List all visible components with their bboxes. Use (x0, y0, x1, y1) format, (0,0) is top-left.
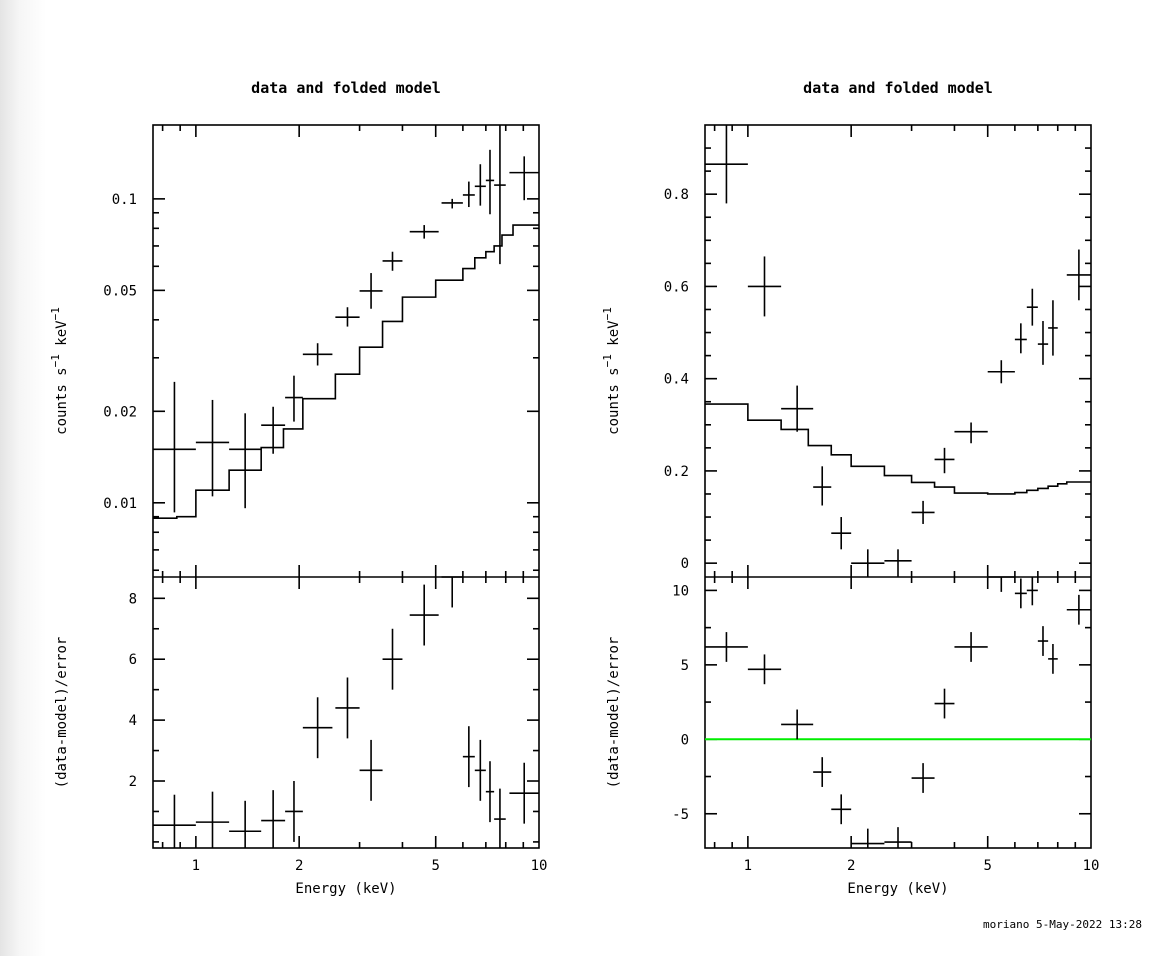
y-tick-label: 5 (681, 658, 689, 674)
y-axis-label-top: counts s−1 keV−1 (601, 307, 622, 435)
x-tick-label: 2 (847, 858, 855, 874)
chart-title: data and folded model (251, 79, 441, 97)
y-axis-label-bottom: (data-model)/error (606, 637, 622, 789)
y-tick-label: 2 (129, 774, 137, 790)
y-tick-label: 0.8 (664, 187, 689, 203)
x-tick-label: 5 (431, 858, 439, 874)
y-tick-label: 6 (129, 652, 137, 668)
y-tick-label: 0.1 (112, 192, 137, 208)
y-tick-label: 8 (129, 591, 137, 607)
y-axis-label-bottom: (data-model)/error (54, 637, 70, 789)
chart-left: data and folded model 1 2 5 10 Energy (keV) 0.… (49, 79, 547, 897)
y-axis-label-top: counts s−1 keV−1 (49, 307, 70, 435)
x-axis-label: Energy (keV) (847, 881, 948, 897)
footer-timestamp: moriano 5-May-2022 13:28 (983, 918, 1142, 931)
chart-title: data and folded model (803, 79, 993, 97)
plot-frame (152, 124, 540, 849)
y-tick-label: 4 (129, 713, 137, 729)
y-tick-label: 0.6 (664, 279, 689, 295)
x-tick-label: 1 (744, 858, 752, 874)
x-tick-label: 10 (531, 858, 548, 874)
model-step-line (153, 224, 539, 519)
y-tick-label: 10 (672, 583, 689, 599)
y-tick-label: 0.05 (103, 283, 137, 299)
x-tick-label: 1 (192, 858, 200, 874)
x-axis-label: Energy (keV) (295, 881, 396, 897)
y-tick-label: -5 (672, 807, 689, 823)
y-tick-label: 0.02 (103, 404, 137, 420)
y-tick-label: 0.2 (664, 464, 689, 480)
x-tick-label: 5 (983, 858, 991, 874)
x-tick-label: 10 (1083, 858, 1100, 874)
y-tick-label: 0.01 (103, 496, 137, 512)
model-step-line (705, 403, 1091, 495)
y-tick-label: 0 (681, 732, 689, 748)
chart-right: data and folded model 1 2 5 10 Energy (keV) 0 0… (601, 79, 1099, 897)
y-tick-label: 0 (681, 556, 689, 572)
y-tick-label: 0.4 (664, 372, 689, 388)
x-tick-label: 2 (295, 858, 303, 874)
